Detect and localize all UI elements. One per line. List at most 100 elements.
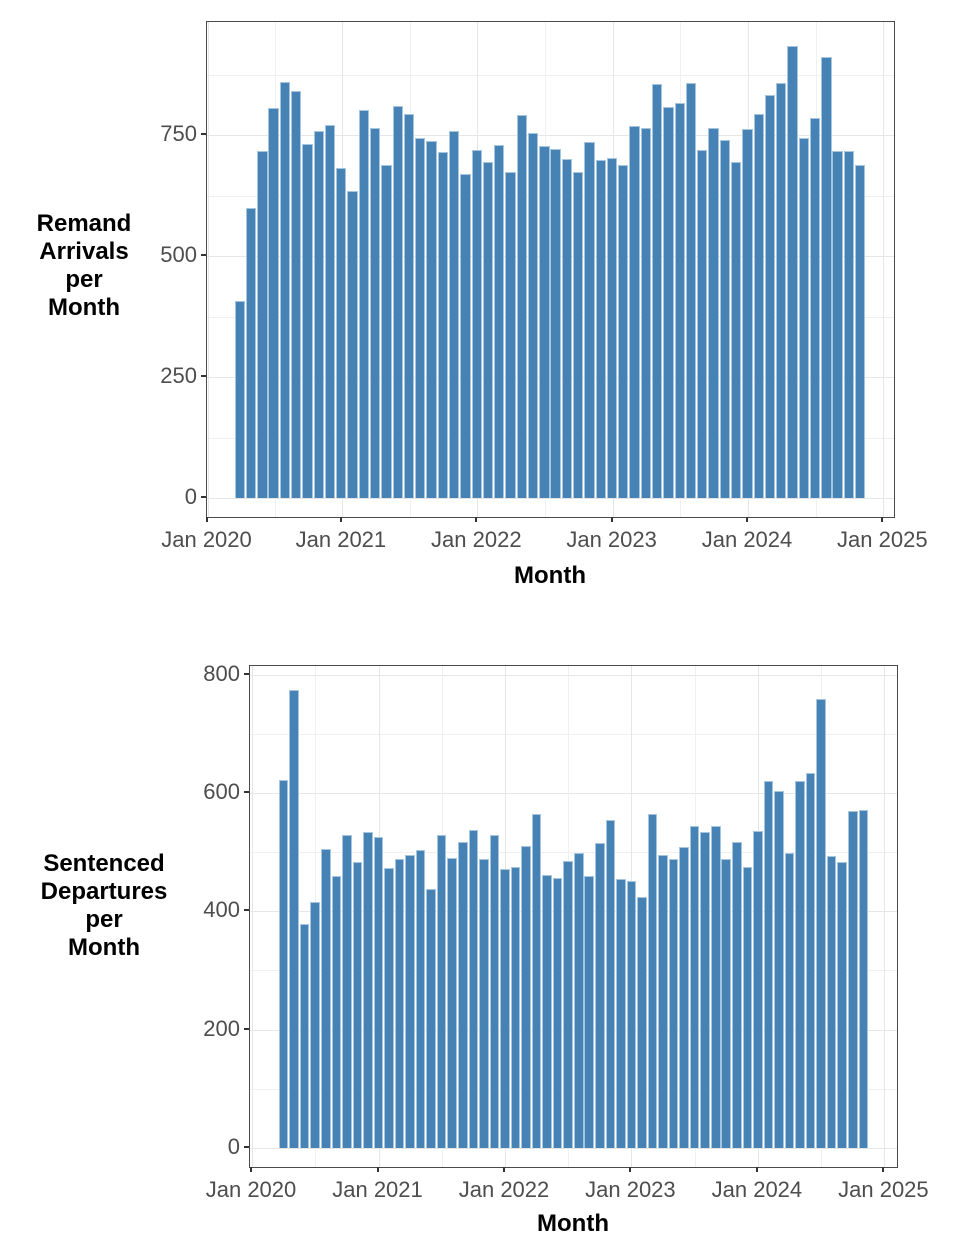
sentenced-x-axis-title: Month — [537, 1210, 609, 1237]
bar — [426, 140, 437, 499]
y-tick-mark — [201, 254, 206, 257]
y-title-line: per — [85, 906, 123, 933]
bar — [279, 81, 291, 499]
bar — [363, 831, 373, 1148]
bar — [626, 880, 637, 1148]
bar — [447, 857, 458, 1148]
gridline-major-h — [250, 1029, 897, 1031]
y-tick-label: 0 — [184, 484, 197, 510]
bar — [821, 57, 832, 499]
bar — [710, 825, 721, 1148]
gridline-minor-h — [250, 970, 897, 972]
bar — [763, 781, 774, 1148]
bar — [448, 130, 460, 499]
gridline-minor-h — [250, 1088, 897, 1090]
bar — [742, 866, 753, 1148]
x-tick-label: Jan 2022 — [458, 1177, 550, 1202]
bar — [384, 868, 394, 1148]
bar — [719, 139, 730, 499]
bar — [320, 849, 331, 1148]
bar — [392, 106, 403, 499]
bar — [721, 859, 732, 1148]
bar — [324, 125, 336, 499]
bar — [457, 842, 468, 1148]
bar — [291, 90, 302, 499]
gridline-major-h — [250, 793, 897, 795]
bar — [787, 46, 798, 499]
gridline-major-h — [250, 1147, 897, 1149]
bar — [373, 836, 384, 1148]
bar — [700, 832, 710, 1148]
x-tick-mark — [882, 1167, 885, 1172]
bar — [561, 158, 573, 499]
x-tick-mark — [610, 517, 613, 522]
bar — [415, 850, 426, 1148]
bar — [394, 858, 405, 1148]
bar — [358, 109, 370, 499]
x-tick-mark — [376, 1167, 379, 1172]
y-tick-label: 500 — [160, 242, 197, 268]
bar — [679, 847, 689, 1148]
bar — [742, 129, 753, 499]
bar — [552, 877, 563, 1148]
bar — [816, 698, 826, 1148]
bar — [843, 151, 855, 499]
remand-plot-panel — [206, 21, 895, 518]
bar — [658, 855, 668, 1148]
bar — [489, 835, 500, 1148]
bar — [436, 835, 447, 1148]
gridline-major-v — [252, 666, 253, 1167]
bar — [352, 862, 363, 1148]
bar — [784, 852, 795, 1148]
x-tick-mark — [755, 1167, 758, 1172]
bar — [471, 149, 482, 499]
bar — [618, 164, 629, 499]
x-tick-mark — [746, 517, 748, 522]
bar — [460, 173, 471, 499]
bar — [837, 862, 847, 1148]
bar — [245, 208, 257, 499]
bar — [494, 145, 505, 499]
bar — [370, 128, 381, 499]
x-tick-label: Jan 2024 — [711, 1177, 803, 1202]
bar — [730, 162, 742, 499]
bar — [310, 902, 320, 1148]
bar — [697, 149, 708, 499]
y-tick-mark — [244, 1145, 249, 1148]
x-tick-mark — [339, 517, 342, 522]
bar — [415, 138, 426, 499]
bar — [732, 841, 742, 1148]
x-tick-mark — [250, 1167, 252, 1172]
remand-x-axis-title: Month — [514, 562, 586, 589]
bar — [403, 114, 415, 499]
y-tick-mark — [201, 375, 206, 378]
x-tick-label: Jan 2025 — [837, 527, 928, 552]
bar — [826, 856, 837, 1148]
y-tick-mark — [244, 672, 249, 675]
bar — [708, 128, 719, 499]
x-tick-mark — [881, 517, 884, 522]
gridline-major-v — [884, 666, 886, 1167]
bar — [847, 810, 858, 1148]
bar — [437, 152, 448, 499]
bar — [605, 819, 616, 1148]
bar — [482, 161, 494, 499]
y-tick-mark — [244, 791, 249, 794]
bar — [479, 858, 489, 1148]
y-tick-label: 750 — [160, 121, 197, 147]
x-tick-label: Jan 2021 — [332, 1177, 423, 1202]
x-tick-label: Jan 2024 — [701, 527, 793, 552]
bar — [832, 151, 843, 499]
bar — [510, 866, 521, 1148]
remand-y-axis-title: Remand Arrivals per Month — [14, 210, 154, 322]
x-tick-label: Jan 2023 — [566, 527, 657, 552]
bar — [795, 780, 805, 1148]
y-tick-label: 400 — [203, 897, 240, 923]
bar — [774, 790, 784, 1148]
gridline-major-h — [250, 674, 897, 676]
y-tick-mark — [201, 496, 206, 499]
x-tick-label: Jan 2023 — [585, 1177, 676, 1202]
bar — [505, 172, 516, 499]
bar — [652, 83, 663, 499]
